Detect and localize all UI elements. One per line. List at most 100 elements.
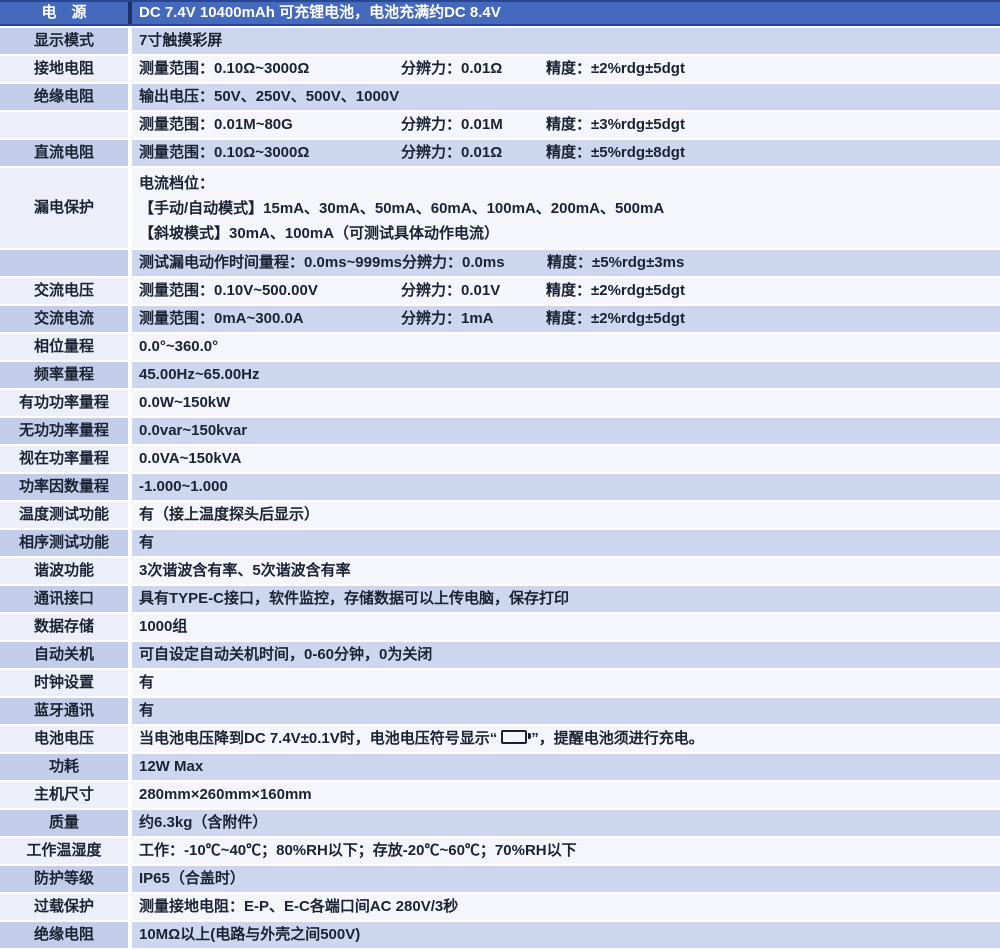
spec-row: 数据存储 1000组: [0, 614, 1000, 640]
spec-row-value: 有: [132, 670, 1000, 696]
spec-row-value: 当电池电压降到DC 7.4V±0.1V时，电池电压符号显示“ ”，提醒电池须进行充…: [132, 726, 1000, 752]
spec-row-value: -1.000~1.000: [132, 474, 1000, 500]
spec-row: 交流电压 测量范围：0.10V~500.00V 分辨力：0.01V 精度：±2%rdg…: [0, 278, 1000, 304]
spec-row-value: 10MΩ以上(电路与外壳之间500V): [132, 922, 1000, 948]
spec-row-label: 功耗: [0, 754, 128, 780]
spec-row: 功耗 12W Max: [0, 754, 1000, 780]
spec-row-value: 工作：-10℃~40℃；80%RH以下；存放-20℃~60℃；70%RH以下: [132, 838, 1000, 864]
spec-row: 绝缘电阻 输出电压：50V、250V、500V、1000V: [0, 84, 1000, 110]
spec-row-label: [0, 250, 128, 276]
spec-row-value: 输出电压：50V、250V、500V、1000V: [132, 84, 1000, 110]
battery-text-after: ”，提醒电池须进行充电。: [531, 730, 704, 747]
spec-row-value: 12W Max: [132, 754, 1000, 780]
spec-row-value: 测量范围：0.10Ω~3000Ω 分辨力：0.01Ω 精度：±2%rdg±5dgt: [132, 56, 1000, 82]
spec-value-segment: 有: [139, 702, 155, 719]
spec-value-segment: 精度：±2%rdg±5dgt: [546, 282, 685, 299]
spec-row: 无功功率量程 0.0var~150kvar: [0, 418, 1000, 444]
spec-row-label: 漏电保护: [0, 168, 128, 248]
spec-row: 直流电阻 测量范围：0.10Ω~3000Ω 分辨力：0.01Ω 精度：±5%rdg±8…: [0, 140, 1000, 166]
spec-value-segment: 测量范围：0mA~300.0A: [139, 310, 304, 327]
spec-row-value: 3次谐波含有率、5次谐波含有率: [132, 558, 1000, 584]
spec-value-segment: 精度：±2%rdg±5dgt: [546, 60, 685, 77]
spec-row-label: 质量: [0, 810, 128, 836]
spec-row-value: 有: [132, 698, 1000, 724]
spec-row-label: 直流电阻: [0, 140, 128, 166]
spec-value-segment: 0.0var~150kvar: [139, 422, 248, 439]
spec-row-value: 280mm×260mm×160mm: [132, 782, 1000, 808]
spec-value-line: 【手动/自动模式】15mA、30mA、50mA、60mA、100mA、200mA…: [139, 200, 665, 217]
spec-row-label: 工作温湿度: [0, 838, 128, 864]
spec-row-value: 0.0°~360.0°: [132, 334, 1000, 360]
spec-row-label: 相位量程: [0, 334, 128, 360]
spec-row: 有功功率量程 0.0W~150kW: [0, 390, 1000, 416]
spec-row: 通讯接口 具有TYPE-C接口，软件监控，存储数据可以上传电脑，保存打印: [0, 586, 1000, 612]
spec-row-value: 有（接上温度探头后显示）: [132, 502, 1000, 528]
spec-value-segment: 精度：±5%rdg±8dgt: [546, 144, 685, 161]
spec-row-value: 测试漏电动作时间量程：0.0ms~999ms分辨力：0.0ms 精度：±5%rdg…: [132, 250, 1000, 276]
spec-row-value: 测量范围：0mA~300.0A 分辨力：1mA 精度：±2%rdg±5dgt: [132, 306, 1000, 332]
spec-rows: 显示模式 7寸触摸彩屏 接地电阻 测量范围：0.10Ω~3000Ω 分辨力：0.01Ω 精…: [0, 28, 1000, 948]
spec-row: 视在功率量程 0.0VA~150kVA: [0, 446, 1000, 472]
spec-row: 频率量程 45.00Hz~65.00Hz: [0, 362, 1000, 388]
spec-row-value: 可自设定自动关机时间，0-60分钟，0为关闭: [132, 642, 1000, 668]
spec-row-label: 视在功率量程: [0, 446, 128, 472]
spec-row: 谐波功能 3次谐波含有率、5次谐波含有率: [0, 558, 1000, 584]
spec-row-value: 具有TYPE-C接口，软件监控，存储数据可以上传电脑，保存打印: [132, 586, 1000, 612]
spec-row-label: 交流电流: [0, 306, 128, 332]
spec-row: 蓝牙通讯有: [0, 698, 1000, 724]
spec-row-label: 主机尺寸: [0, 782, 128, 808]
spec-value-segment: 7寸触摸彩屏: [139, 32, 223, 49]
spec-value-segment: 输出电压：50V、250V、500V、1000V: [139, 88, 400, 105]
spec-row-label: 温度测试功能: [0, 502, 128, 528]
spec-value-segment: 具有TYPE-C接口，软件监控，存储数据可以上传电脑，保存打印: [139, 590, 570, 607]
spec-row-label: 有功功率量程: [0, 390, 128, 416]
spec-value-segment: 测量范围：0.10Ω~3000Ω: [139, 144, 310, 161]
spec-value-segment: 1000组: [139, 618, 188, 635]
spec-row-value: 0.0var~150kvar: [132, 418, 1000, 444]
spec-value-segment: 工作：-10℃~40℃；80%RH以下；存放-20℃~60℃；70%RH以下: [139, 842, 577, 859]
spec-row: 主机尺寸 280mm×260mm×160mm: [0, 782, 1000, 808]
spec-value-segment: 分辨力：1mA: [401, 310, 494, 327]
spec-row: 过载保护 测量接地电阻：E-P、E-C各端口间AC 280V/3秒: [0, 894, 1000, 920]
spec-value-segment: 3次谐波含有率、5次谐波含有率: [139, 562, 351, 579]
spec-row-value: 测量范围：0.01M~80G 分辨力：0.01M 精度：±3%rdg±5dgt: [132, 112, 1000, 138]
spec-value-segment: 0.0W~150kW: [139, 394, 231, 411]
spec-row: 功率因数量程 -1.000~1.000: [0, 474, 1000, 500]
spec-value-segment: 0.0°~360.0°: [139, 338, 219, 355]
spec-row: 显示模式 7寸触摸彩屏: [0, 28, 1000, 54]
spec-row-label: 无功功率量程: [0, 418, 128, 444]
spec-row-value: 电流档位： 【手动/自动模式】15mA、30mA、50mA、60mA、100mA、…: [132, 168, 1000, 248]
spec-row: 漏电保护 电流档位： 【手动/自动模式】15mA、30mA、50mA、60mA、10…: [0, 168, 1000, 248]
spec-row: 接地电阻 测量范围：0.10Ω~3000Ω 分辨力：0.01Ω 精度：±2%rdg±5…: [0, 56, 1000, 82]
spec-row-label: 通讯接口: [0, 586, 128, 612]
spec-row: 质量 约6.3kg（含附件）: [0, 810, 1000, 836]
spec-row-value: IP65（合盖时）: [132, 866, 1000, 892]
spec-row: 相位量程 0.0°~360.0°: [0, 334, 1000, 360]
spec-value-line: 电流档位：: [139, 175, 215, 192]
spec-row-label: 自动关机: [0, 642, 128, 668]
spec-value-segment: 测量接地电阻：E-P、E-C各端口间AC 280V/3秒: [139, 898, 459, 915]
spec-value-segment: 有: [139, 674, 155, 691]
spec-value-segment: 约6.3kg（含附件）: [139, 814, 268, 831]
spec-row-value: 0.0W~150kW: [132, 390, 1000, 416]
spec-value-segment: 分辨力：0.01Ω: [401, 60, 503, 77]
spec-value-segment: 精度：±5%rdg±3ms: [547, 254, 685, 271]
spec-value-segment: 分辨力：0.01Ω: [401, 144, 503, 161]
spec-row-label: 交流电压: [0, 278, 128, 304]
spec-row: 温度测试功能 有（接上温度探头后显示）: [0, 502, 1000, 528]
spec-value-segment: 280mm×260mm×160mm: [139, 786, 312, 803]
spec-value-segment: 0.0VA~150kVA: [139, 450, 242, 467]
spec-row-label: [0, 112, 128, 138]
spec-row: 防护等级 IP65（合盖时）: [0, 866, 1000, 892]
spec-value-segment: 可自设定自动关机时间，0-60分钟，0为关闭: [139, 646, 433, 663]
spec-row-value: 1000组: [132, 614, 1000, 640]
spec-row: 自动关机 可自设定自动关机时间，0-60分钟，0为关闭: [0, 642, 1000, 668]
spec-row-label: 时钟设置: [0, 670, 128, 696]
spec-row-value: 测量范围：0.10Ω~3000Ω 分辨力：0.01Ω 精度：±5%rdg±8dgt: [132, 140, 1000, 166]
spec-value-segment: IP65（合盖时）: [139, 870, 245, 887]
spec-value-segment: 测量范围：0.10Ω~3000Ω: [139, 60, 310, 77]
spec-row-label: 蓝牙通讯: [0, 698, 128, 724]
spec-value-segment: 测试漏电动作时间量程：0.0ms~999ms: [139, 254, 402, 271]
spec-row-label: 绝缘电阻: [0, 84, 128, 110]
